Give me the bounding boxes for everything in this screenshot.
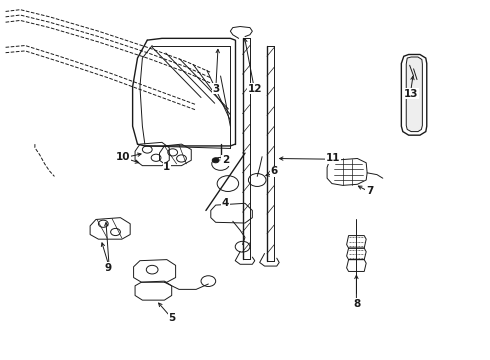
Text: 7: 7 [366,186,373,196]
Text: 2: 2 [222,155,229,165]
Text: 12: 12 [247,84,262,94]
Polygon shape [406,57,422,132]
Text: 9: 9 [105,263,112,273]
Circle shape [212,158,219,163]
Circle shape [222,158,229,163]
Text: 8: 8 [354,299,361,309]
Text: 3: 3 [212,84,220,94]
Text: 10: 10 [116,152,130,162]
Text: 4: 4 [222,198,229,208]
Text: 6: 6 [270,166,278,176]
Text: 5: 5 [168,313,175,323]
Text: 11: 11 [326,153,340,163]
Text: 1: 1 [163,162,171,172]
Text: 13: 13 [404,89,418,99]
